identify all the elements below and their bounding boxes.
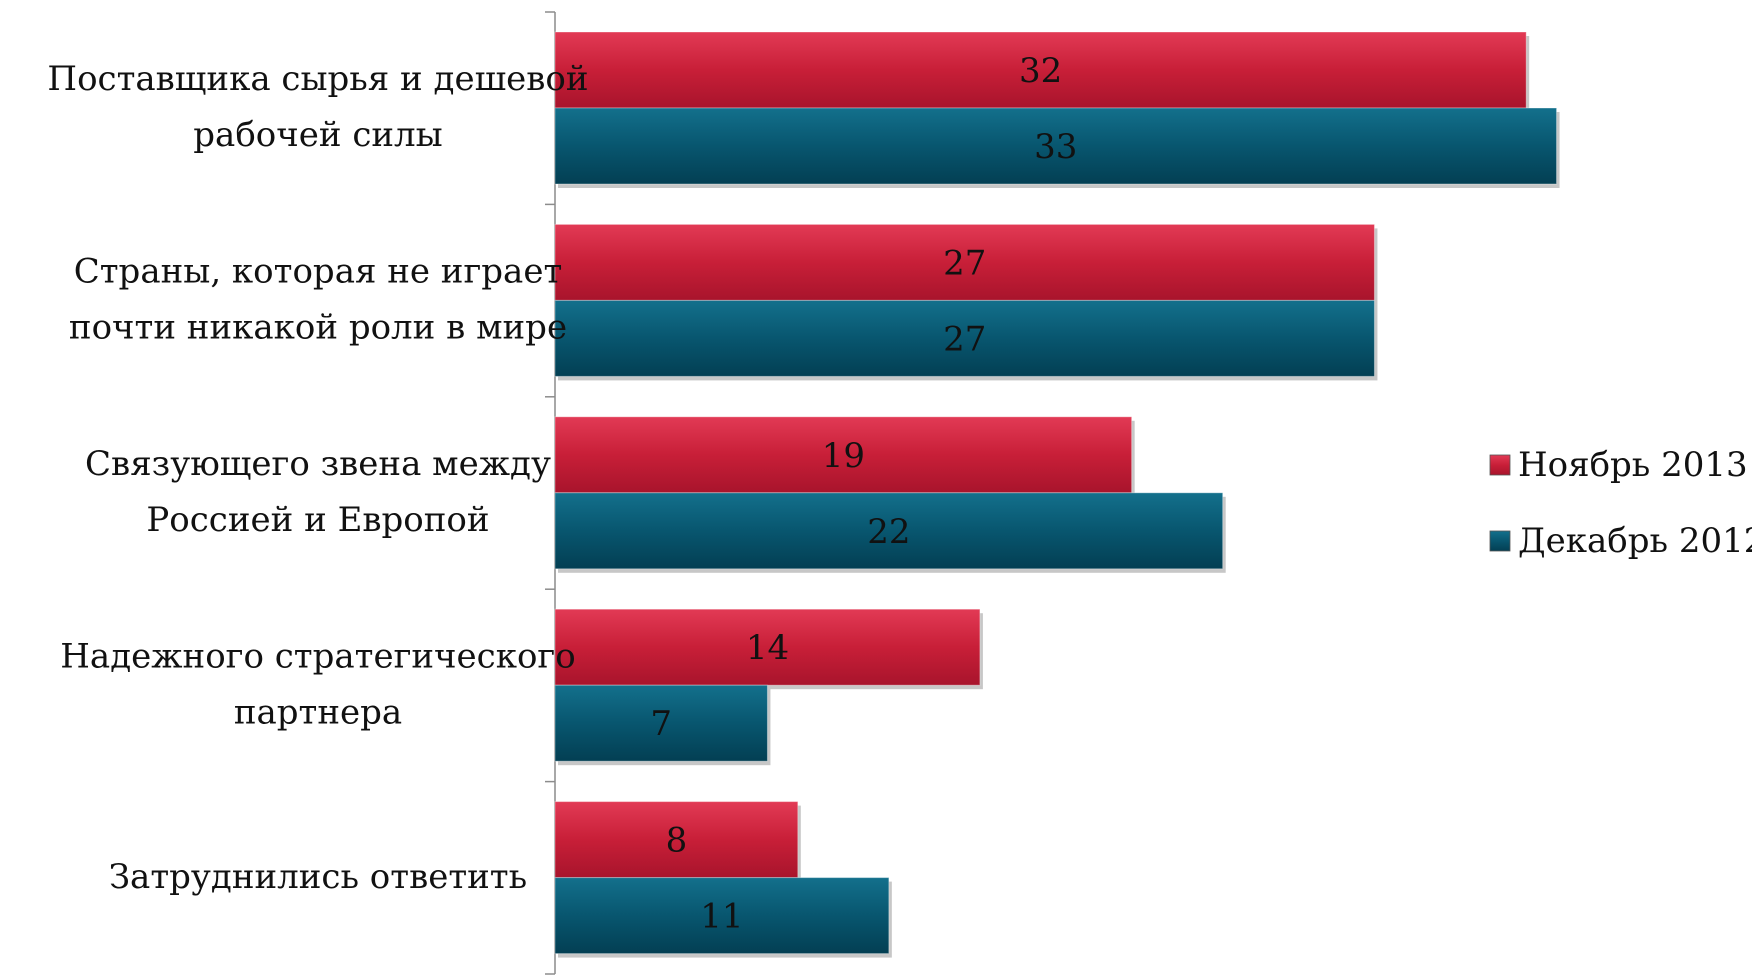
bar-dec-2012 <box>554 107 1558 185</box>
bar-dec-2012 <box>554 299 1375 377</box>
data-label: 27 <box>943 319 986 359</box>
y-axis <box>545 11 556 975</box>
legend-label-nov-2013: Ноябрь 2013 <box>1518 445 1748 485</box>
category-label: Затруднились ответить <box>109 857 527 897</box>
bar-dec-2012 <box>554 492 1224 570</box>
legend: Ноябрь 2013 Декабрь 2012 <box>1489 445 1752 561</box>
category-labels: Поставщика сырья и дешевой рабочей силы Ст… <box>47 59 588 897</box>
data-label: 11 <box>700 897 743 937</box>
legend-label-dec-2012: Декабрь 2012 <box>1518 521 1752 561</box>
data-label: 8 <box>666 821 688 861</box>
data-label: 14 <box>746 628 789 668</box>
legend-swatch-nov-2013 <box>1489 454 1511 476</box>
data-label: 19 <box>822 436 865 476</box>
data-label: 7 <box>650 704 672 744</box>
data-label: 27 <box>943 243 986 283</box>
legend-swatch-dec-2012 <box>1489 530 1511 552</box>
category-label: Поставщика сырья и дешевой рабочей силы <box>47 59 588 155</box>
bar-nov-2013 <box>554 31 1527 109</box>
bar-nov-2013 <box>554 801 799 879</box>
data-label: 33 <box>1034 127 1077 167</box>
category-label: Страны, которая не играет почти никакой р… <box>69 252 567 348</box>
bar-dec-2012 <box>554 684 768 762</box>
data-label: 32 <box>1019 51 1062 91</box>
bar-nov-2013 <box>554 416 1133 494</box>
bar-nov-2013 <box>554 608 981 686</box>
bar-dec-2012 <box>554 877 890 955</box>
data-label: 22 <box>867 512 910 552</box>
category-label: Надежного стратегического партнера <box>60 636 575 732</box>
category-label: Связующего звена между Россией и Европой <box>85 444 551 540</box>
